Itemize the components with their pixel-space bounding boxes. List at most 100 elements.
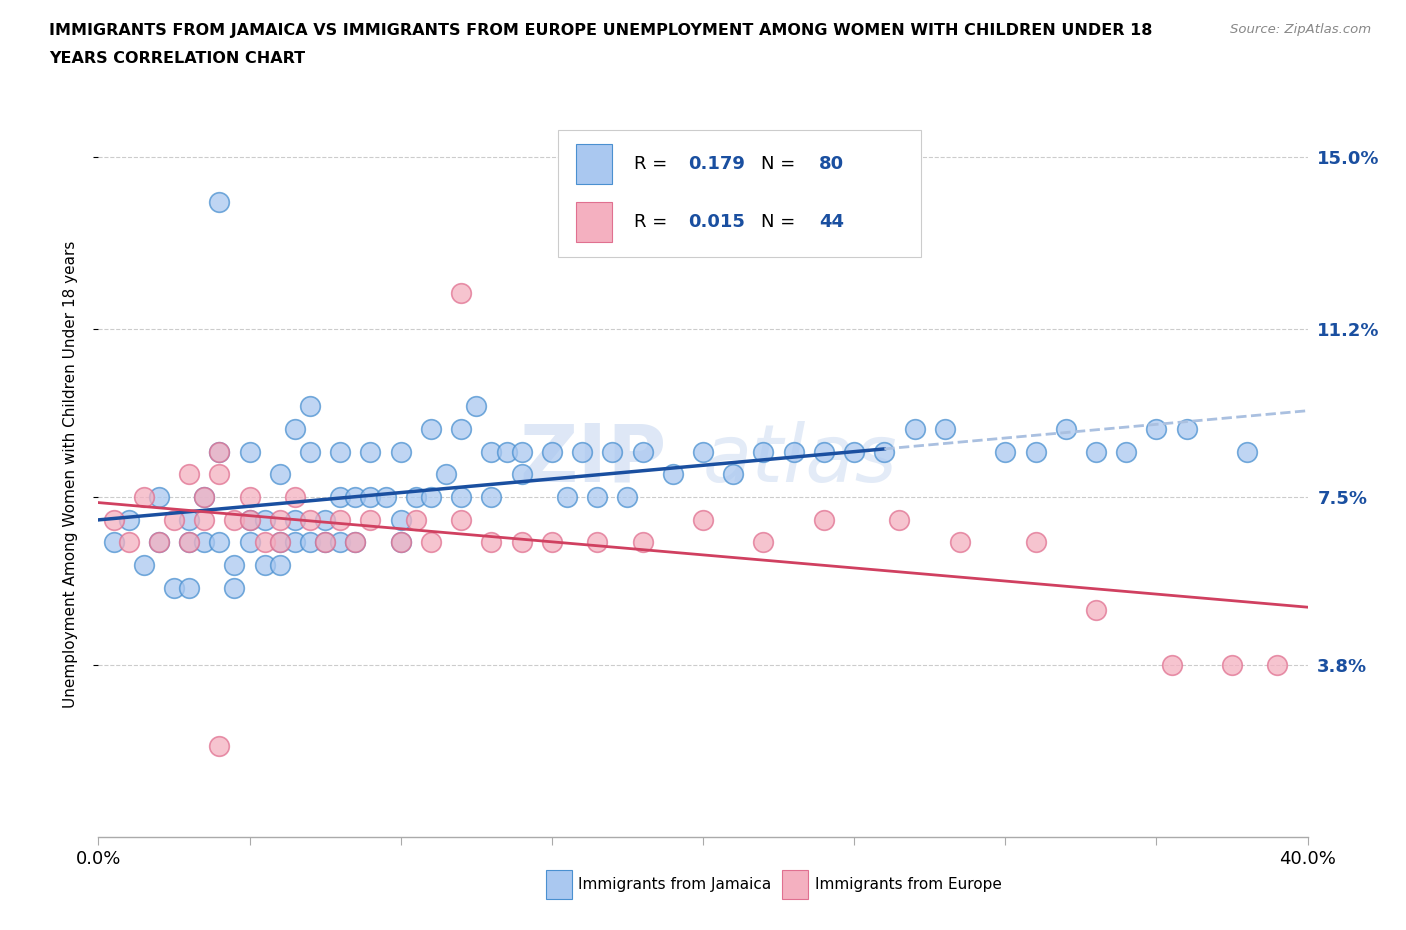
Point	[389, 512, 412, 527]
Point	[344, 489, 367, 504]
Point	[844, 445, 866, 459]
Point	[450, 489, 472, 504]
Point	[1267, 658, 1289, 672]
Point	[692, 512, 714, 527]
Bar	[546, 870, 572, 899]
Text: 44: 44	[820, 213, 844, 231]
Point	[465, 399, 488, 414]
Point	[253, 535, 276, 550]
Point	[179, 580, 201, 595]
Point	[179, 467, 201, 482]
Point	[253, 558, 276, 573]
Point	[284, 489, 307, 504]
Text: IMMIGRANTS FROM JAMAICA VS IMMIGRANTS FROM EUROPE UNEMPLOYMENT AMONG WOMEN WITH : IMMIGRANTS FROM JAMAICA VS IMMIGRANTS FR…	[49, 23, 1153, 38]
Point	[1054, 421, 1077, 436]
Point	[481, 535, 503, 550]
Point	[555, 489, 578, 504]
Point	[510, 535, 533, 550]
Point	[239, 512, 262, 527]
Bar	[558, 130, 921, 257]
Point	[208, 445, 231, 459]
Point	[344, 535, 367, 550]
Point	[314, 512, 336, 527]
Point	[420, 535, 443, 550]
Point	[389, 445, 412, 459]
Point	[1175, 421, 1198, 436]
Point	[540, 445, 562, 459]
Point	[360, 445, 382, 459]
Point	[284, 421, 307, 436]
Point	[269, 535, 291, 550]
Point	[889, 512, 911, 527]
Text: R =: R =	[634, 154, 673, 173]
Point	[616, 489, 638, 504]
Point	[873, 445, 896, 459]
Point	[299, 399, 322, 414]
Point	[450, 286, 472, 300]
Y-axis label: Unemployment Among Women with Children Under 18 years: Unemployment Among Women with Children U…	[63, 241, 77, 708]
Point	[405, 489, 427, 504]
Point	[1220, 658, 1243, 672]
Point	[299, 535, 322, 550]
Point	[208, 445, 231, 459]
Point	[314, 535, 336, 550]
Point	[540, 535, 562, 550]
Point	[148, 535, 170, 550]
Point	[434, 467, 457, 482]
Text: N =: N =	[761, 154, 801, 173]
Point	[148, 535, 170, 550]
Point	[163, 580, 186, 595]
Point	[481, 445, 503, 459]
Point	[1085, 603, 1108, 618]
Point	[510, 445, 533, 459]
Point	[389, 535, 412, 550]
Point	[374, 489, 396, 504]
Point	[208, 535, 231, 550]
Text: Immigrants from Europe: Immigrants from Europe	[815, 877, 1002, 893]
Text: YEARS CORRELATION CHART: YEARS CORRELATION CHART	[49, 51, 305, 66]
Point	[239, 445, 262, 459]
Point	[450, 512, 472, 527]
Point	[224, 512, 246, 527]
Point	[299, 512, 322, 527]
Point	[224, 558, 246, 573]
Point	[239, 489, 262, 504]
Point	[420, 421, 443, 436]
Point	[269, 535, 291, 550]
Point	[118, 512, 141, 527]
Point	[208, 738, 231, 753]
Point	[586, 535, 609, 550]
Point	[571, 445, 593, 459]
Point	[602, 445, 624, 459]
Point	[132, 489, 155, 504]
Point	[723, 467, 745, 482]
Text: ZIP: ZIP	[519, 420, 666, 498]
Point	[1236, 445, 1258, 459]
Point	[103, 512, 125, 527]
Point	[631, 445, 654, 459]
Point	[1085, 445, 1108, 459]
Point	[495, 445, 517, 459]
Point	[314, 535, 336, 550]
Point	[103, 535, 125, 550]
Point	[329, 489, 352, 504]
Point	[329, 512, 352, 527]
Text: Source: ZipAtlas.com: Source: ZipAtlas.com	[1230, 23, 1371, 36]
Point	[752, 535, 775, 550]
Point	[481, 489, 503, 504]
Point	[179, 535, 201, 550]
Point	[239, 535, 262, 550]
Point	[904, 421, 927, 436]
Point	[269, 558, 291, 573]
Point	[1024, 535, 1046, 550]
Text: 0.015: 0.015	[689, 213, 745, 231]
Point	[329, 535, 352, 550]
Point	[163, 512, 186, 527]
Point	[420, 489, 443, 504]
Point	[783, 445, 806, 459]
Point	[132, 558, 155, 573]
Point	[1115, 445, 1137, 459]
Bar	[576, 203, 613, 242]
Point	[253, 512, 276, 527]
Point	[284, 512, 307, 527]
